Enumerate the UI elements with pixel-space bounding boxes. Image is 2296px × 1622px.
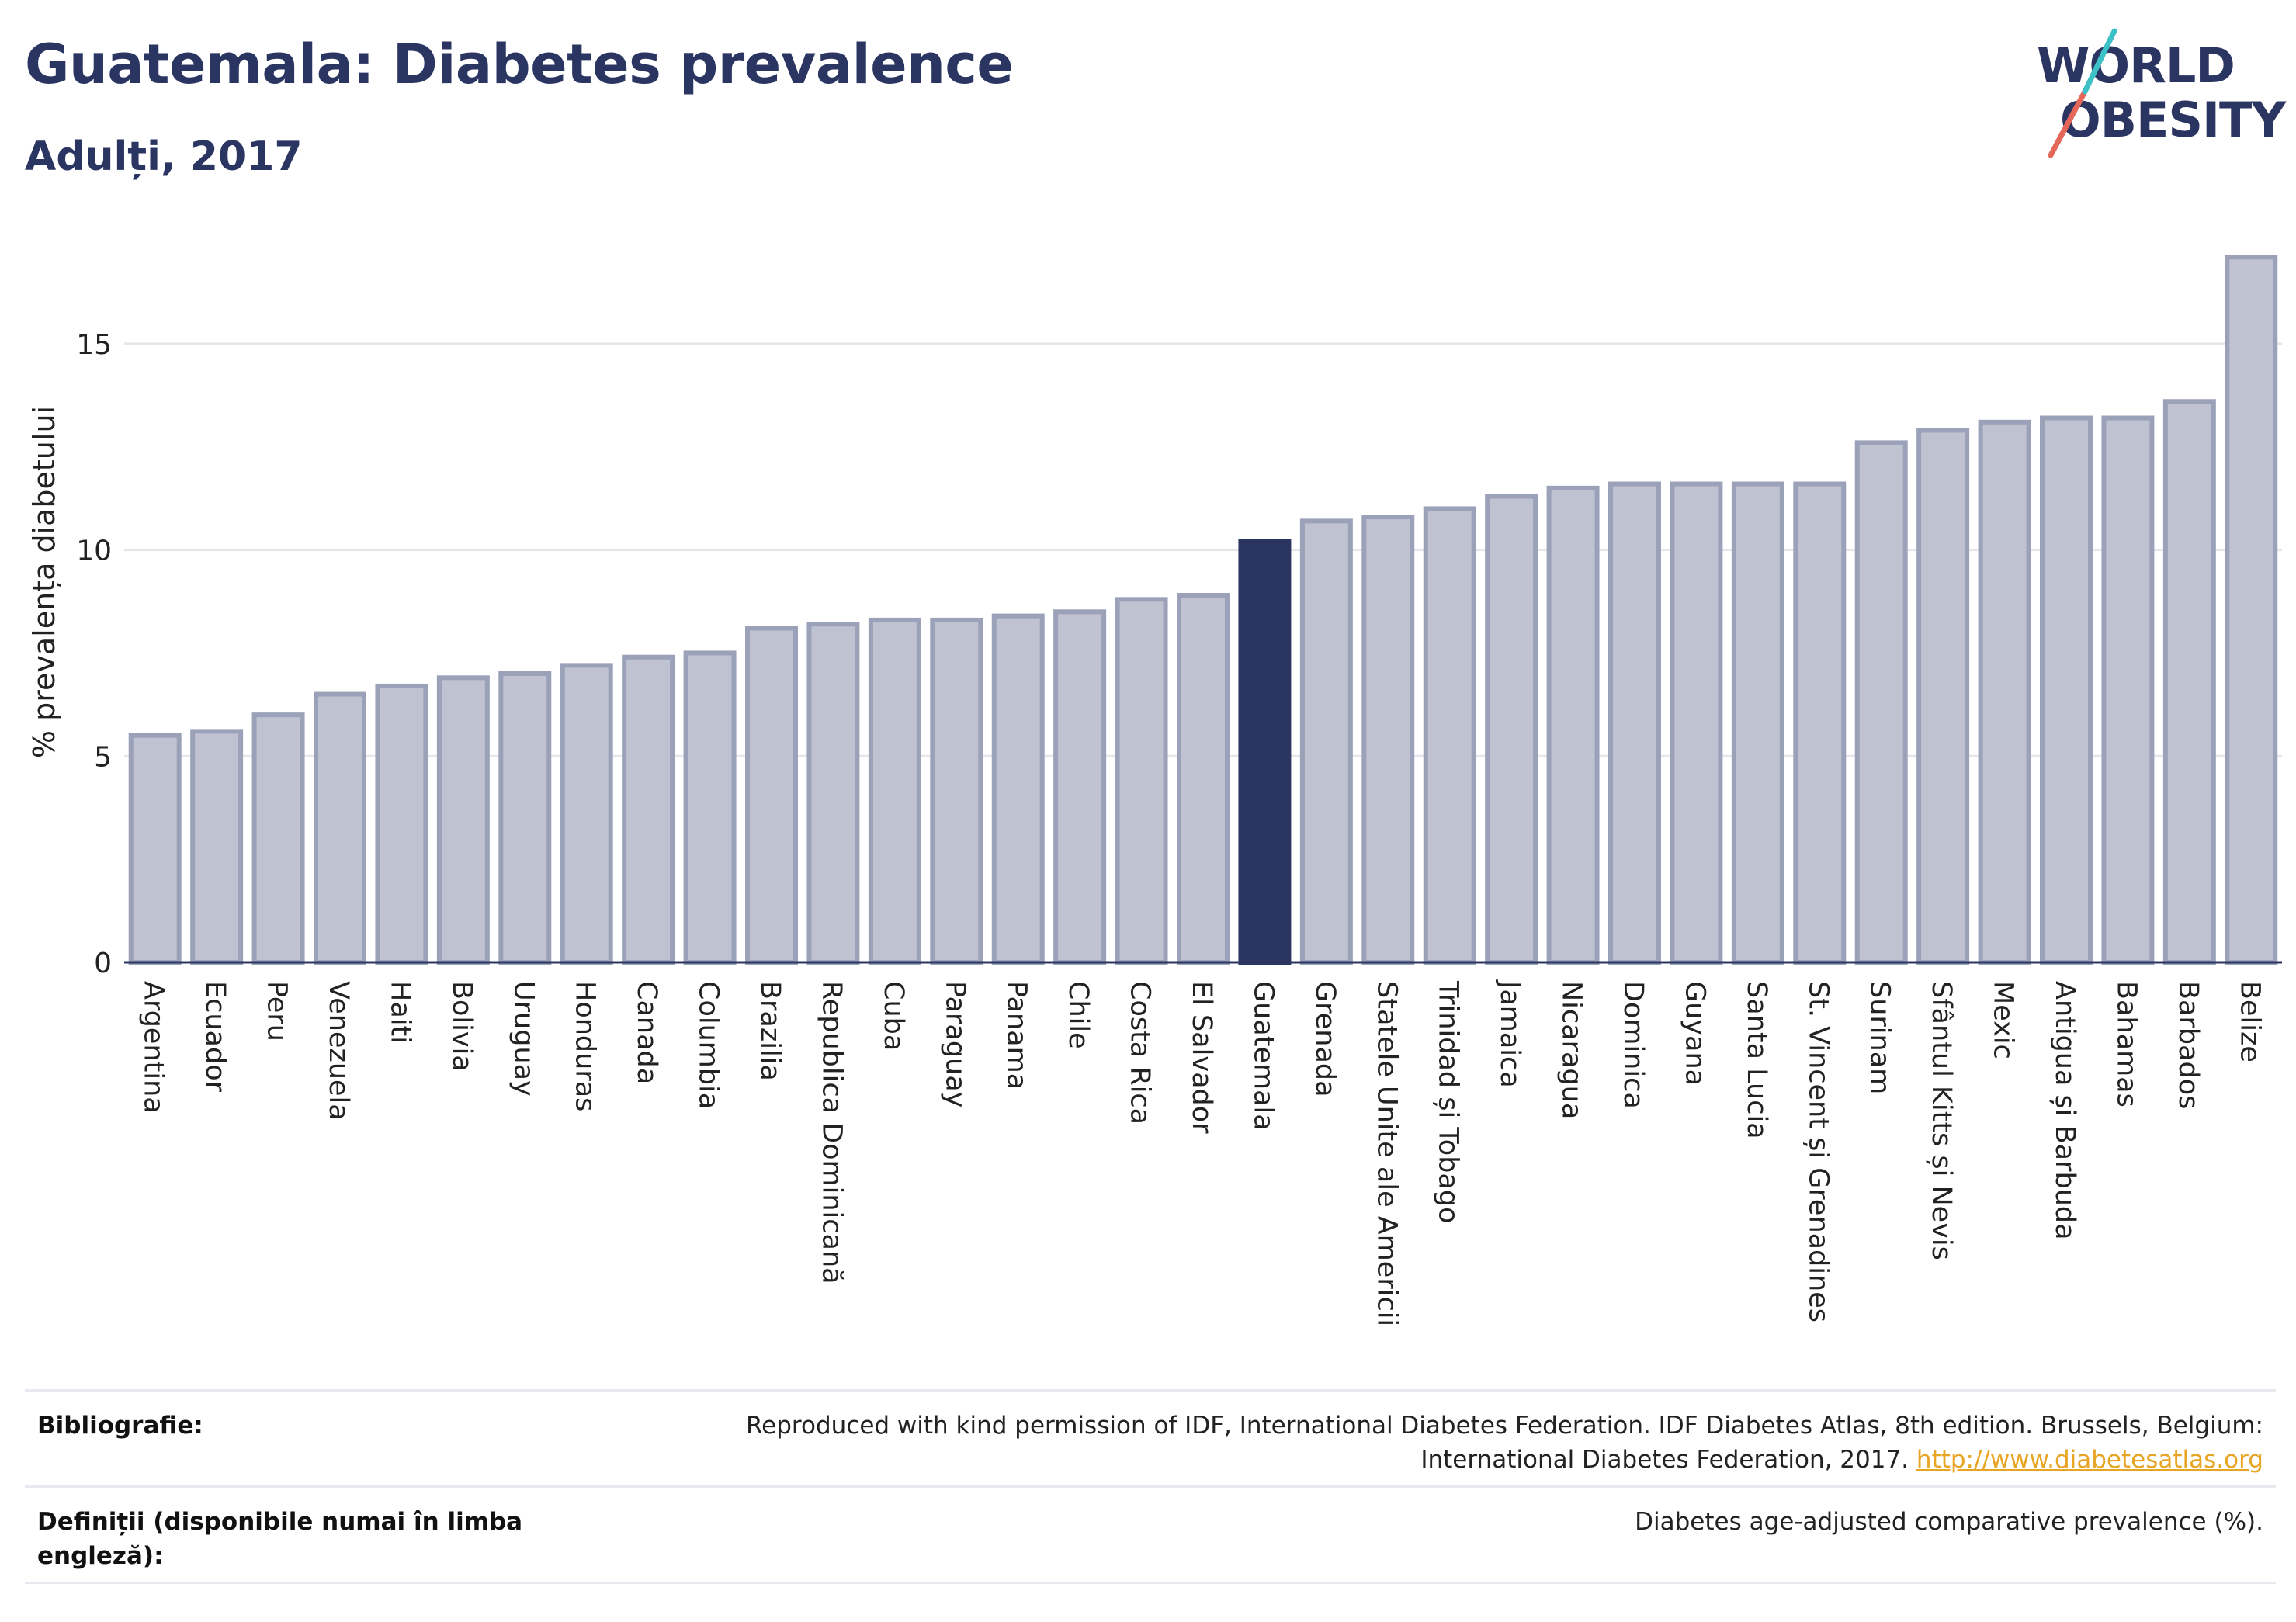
bar-dominica — [1608, 481, 1661, 965]
x-tick-label: Brazilia — [754, 981, 786, 1081]
bar-trinidad-i-tobago — [1423, 506, 1476, 965]
x-tick-label: Nicaragua — [1556, 981, 1587, 1119]
bar-brazilia — [745, 626, 798, 965]
x-tick-label: Chile — [1063, 981, 1094, 1049]
x-tick-label: Bahamas — [2110, 981, 2142, 1107]
bar-barbados — [2162, 399, 2216, 965]
bar-chart: 0 5 10 15 Argentina Ecuador Peru Venezuela Haiti… — [27, 255, 2282, 1326]
bibliography-label: Bibliografie: — [37, 1412, 203, 1440]
x-tick-label: Jamaica — [1494, 979, 1525, 1088]
x-tick-label: Mexic — [1988, 981, 2019, 1059]
bar-costa-rica — [1115, 597, 1168, 965]
bars — [128, 255, 2278, 965]
y-tick-label: 10 — [76, 535, 112, 567]
logo-text-line1: WORLD — [2037, 37, 2235, 94]
x-tick-label: Bolivia — [446, 981, 477, 1072]
footer-bibliography-row: Bibliografie: Reproduced with kind permi… — [25, 1389, 2276, 1488]
axes: 0 5 10 15 Argentina Ecuador Peru Venezuela Haiti… — [76, 329, 2282, 1326]
x-tick-label: St. Vincent și Grenadines — [1802, 981, 1833, 1322]
bar-venezuela — [314, 691, 366, 965]
x-tick-label: Guatemala — [1247, 981, 1278, 1131]
x-tick-label: Belize — [2234, 981, 2265, 1062]
x-tick-label: Honduras — [570, 981, 601, 1111]
x-tick-label: Cuba — [878, 981, 909, 1051]
y-tick-label: 0 — [94, 948, 112, 979]
x-tick-label: Canada — [631, 981, 662, 1084]
x-tick-label: Guyana — [1679, 981, 1710, 1086]
x-tick-label: Peru — [262, 981, 293, 1041]
x-tick-label: Panama — [1001, 981, 1032, 1090]
logo-slash-icon — [2048, 28, 2117, 158]
x-tick-label: Haiti — [384, 981, 415, 1044]
page-title: Guatemala: Diabetes prevalence — [25, 33, 1014, 96]
x-tick-label: Argentina — [138, 981, 169, 1114]
x-tick-label: Barbados — [2173, 981, 2204, 1109]
x-tick-label: Trinidad și Tobago — [1433, 980, 1464, 1224]
x-tick-label: Santa Lucia — [1741, 981, 1772, 1139]
x-tick-label: Dominica — [1618, 981, 1649, 1109]
bar-panama — [991, 613, 1045, 965]
x-tick-label: Ecuador — [199, 981, 231, 1093]
x-tick-label: El Salvador — [1186, 981, 1217, 1134]
logo-text-line2: OBESITY — [2060, 92, 2286, 148]
x-tick-label: Antigua și Barbuda — [2049, 981, 2080, 1240]
bar-mexic — [1978, 419, 2031, 965]
y-tick-label: 15 — [76, 329, 112, 361]
bar-bahamas — [2101, 415, 2155, 965]
bar-st-vincent-i-grenadines — [1793, 481, 1847, 965]
x-tick-label: Paraguay — [939, 981, 970, 1107]
footer-definitions-row: Definiții (disponibile numai în limba en… — [25, 1485, 2276, 1584]
bar-antigua-i-barbuda — [2040, 415, 2093, 965]
bar-peru — [251, 712, 305, 965]
bar-surinam — [1854, 440, 1908, 965]
bar-nicaragua — [1546, 485, 1600, 965]
bibliography-link[interactable]: http://www.diabetesatlas.org — [1916, 1446, 2263, 1474]
x-tick-label: Uruguay — [508, 981, 539, 1097]
bar-canada — [622, 654, 675, 965]
bar-columbia — [683, 650, 737, 965]
page-subtitle: Adulți, 2017 — [25, 133, 303, 180]
definitions-text: Diabetes age-adjusted comparative preval… — [1635, 1508, 2263, 1536]
definitions-label: Definiții (disponibile numai în limba en… — [37, 1505, 522, 1573]
bar-argentina — [128, 733, 182, 965]
bibliography-text: Reproduced with kind permission of IDF, … — [556, 1409, 2263, 1477]
bar-chile — [1053, 609, 1107, 965]
bar-ecuador — [190, 729, 244, 965]
bar-republica-dominican- — [806, 622, 860, 965]
bar-haiti — [375, 683, 428, 965]
bar-bolivia — [436, 675, 490, 965]
bar-jamaica — [1485, 494, 1538, 965]
bar-sf-ntul-kitts-i-nevis — [1916, 428, 1970, 965]
x-tick-label: Costa Rica — [1125, 981, 1156, 1125]
y-axis-label: % prevalența diabetului — [27, 406, 61, 758]
bar-honduras — [560, 663, 613, 965]
logo-slash-teal — [2082, 28, 2117, 95]
bar-guatemala — [1238, 539, 1292, 965]
bibliography-text-line2: International Diabetes Federation, 2017. — [1420, 1446, 1909, 1474]
x-tick-label: Statele Unite ale Americii — [1371, 981, 1402, 1326]
x-tick-label: Sfântul Kitts și Nevis — [1926, 981, 1957, 1260]
x-tick-label: Surinam — [1864, 981, 1895, 1094]
bar-guyana — [1670, 481, 1723, 965]
bar-cuba — [868, 617, 921, 965]
x-tick-label: Republica Dominicană — [816, 981, 847, 1284]
bar-santa-lucia — [1731, 481, 1784, 965]
x-tick-label: Grenada — [1309, 981, 1340, 1097]
bar-grenada — [1299, 518, 1353, 965]
bibliography-text-line1: Reproduced with kind permission of IDF, … — [746, 1412, 2263, 1440]
world-obesity-logo: WORLD OBESITY — [2034, 23, 2286, 163]
bar-uruguay — [498, 671, 552, 965]
definitions-label-line1: Definiții (disponibile numai în limba — [37, 1508, 523, 1536]
bar-el-salvador — [1177, 593, 1230, 965]
bar-statele-unite-ale-americii — [1361, 515, 1415, 965]
logo-slash-red — [2048, 88, 2088, 158]
bar-belize — [2225, 255, 2278, 965]
bar-paraguay — [930, 617, 983, 965]
definitions-label-line2: engleză): — [37, 1542, 164, 1570]
y-tick-label: 5 — [94, 741, 112, 773]
x-tick-label: Columbia — [693, 981, 724, 1109]
x-tick-label: Venezuela — [323, 981, 354, 1121]
footer-bottom-rule — [25, 1582, 2276, 1584]
